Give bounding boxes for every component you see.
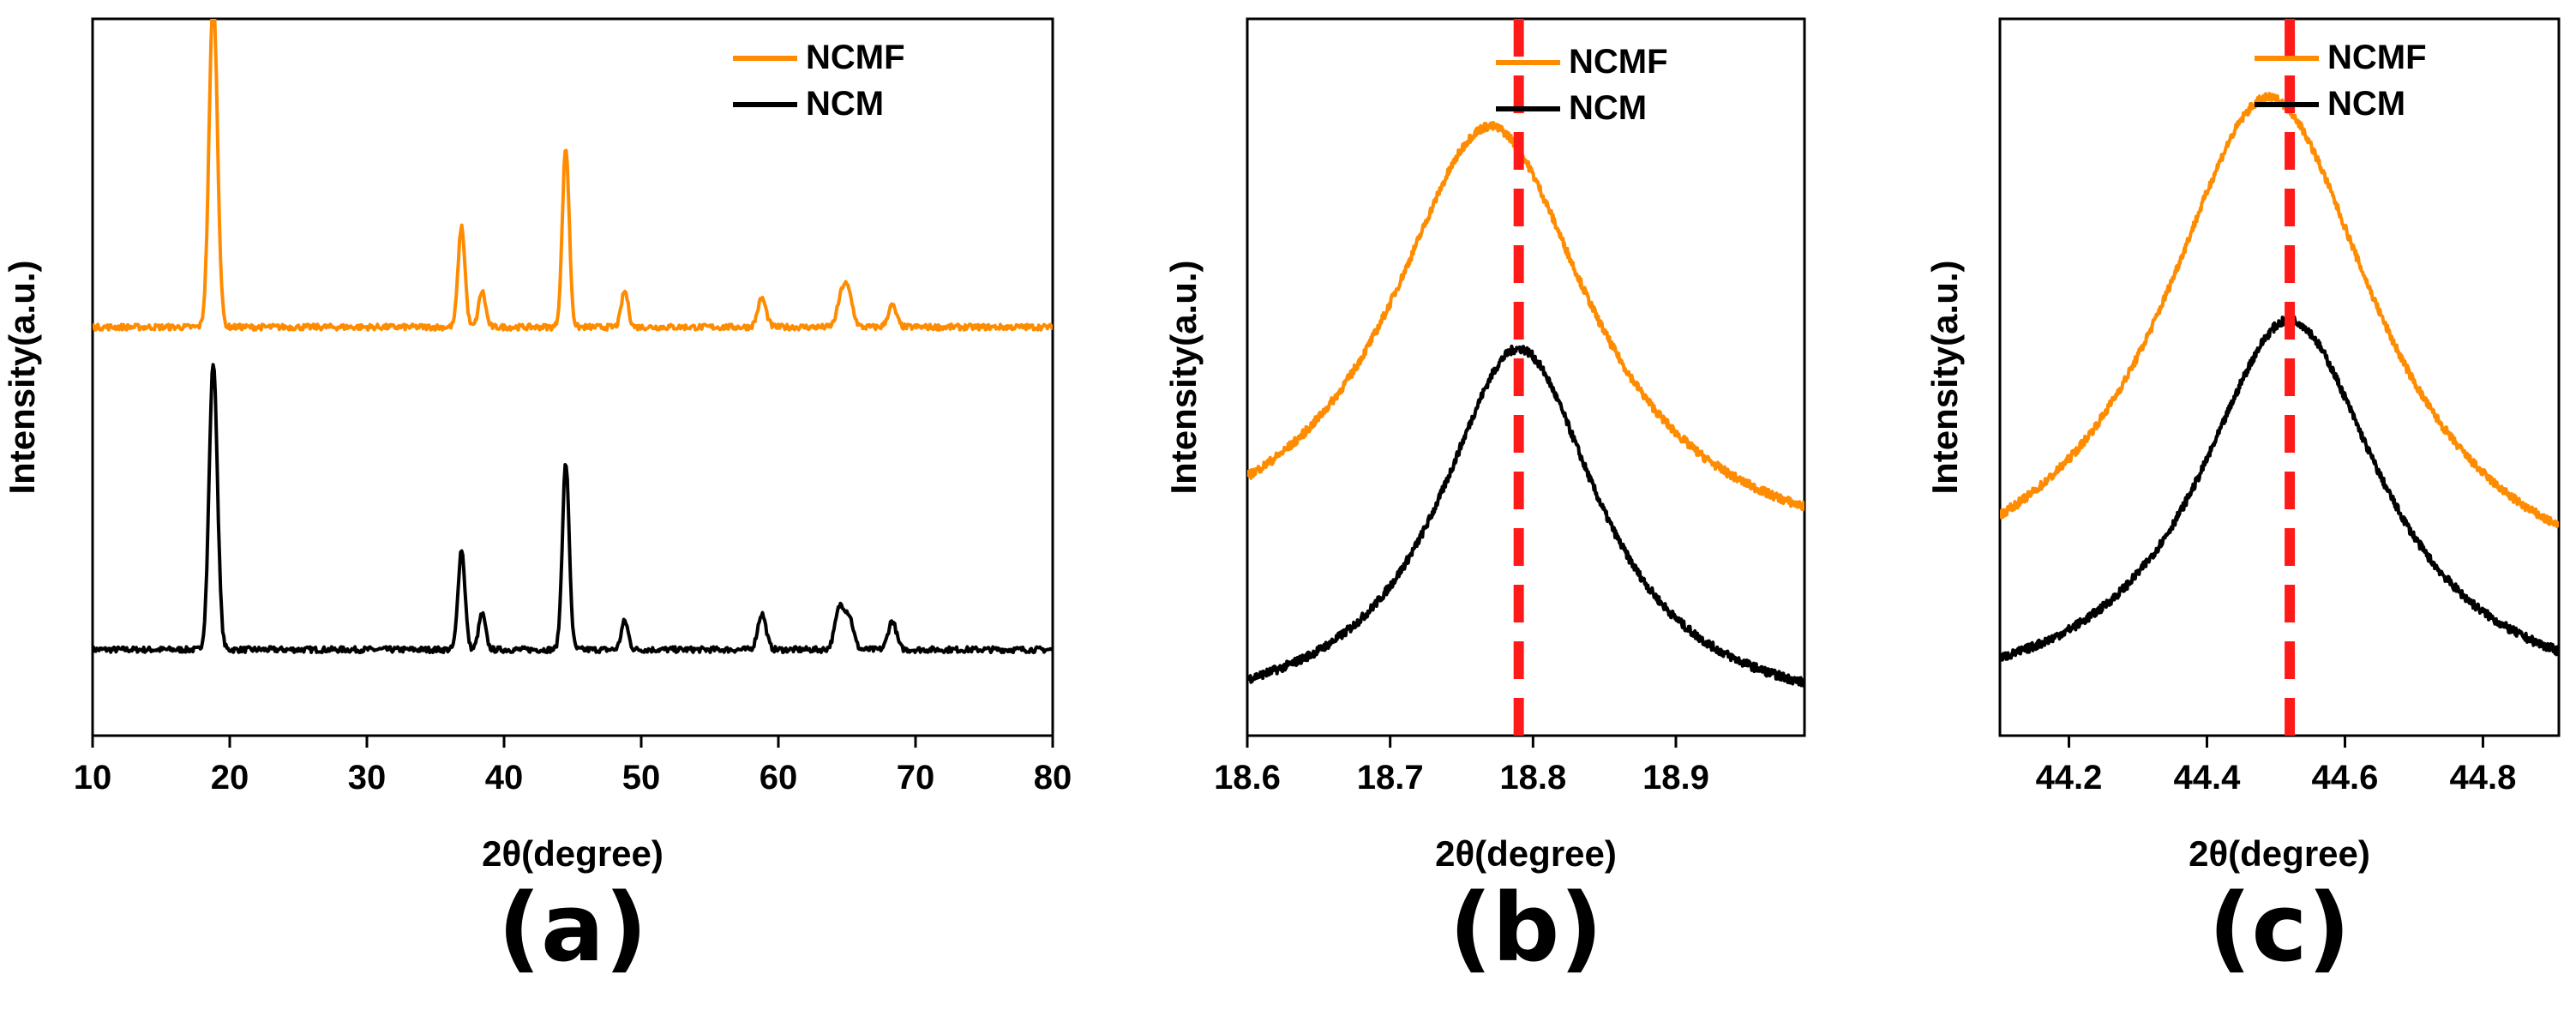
plot-frame (1998, 17, 2561, 737)
x-tick-label: 40 (485, 759, 524, 797)
series-line-ncmf (1247, 121, 1804, 511)
x-tick-label: 18.9 (1642, 759, 1709, 797)
plot-frame (1246, 17, 1806, 737)
y-axis-label: Intensity(a.u.) (1924, 260, 1965, 494)
y-axis-label: Intensity(a.u.) (2, 260, 42, 494)
legend-label-ncm: NCM (2327, 85, 2405, 123)
series-line-ncm (93, 363, 1053, 654)
x-tick-label: 44.8 (2450, 759, 2517, 797)
legend-label-ncmf: NCMF (2327, 39, 2427, 76)
legend-label-ncmf: NCMF (1569, 43, 1668, 81)
legend-label-ncm: NCM (1569, 89, 1647, 127)
x-tick-label: 70 (897, 759, 935, 797)
x-tick-label: 20 (211, 759, 249, 797)
x-axis-label: 2θ(degree) (1435, 833, 1617, 874)
x-axis-label: 2θ(degree) (482, 833, 664, 874)
panel-label: (a) (498, 873, 648, 983)
panel-label: (b) (1449, 873, 1602, 983)
panel-b: 18.6 18.7 18.8 18.9 2θ(degree) Intensity(a.u.… (1163, 17, 1806, 983)
x-tick-label: 50 (622, 759, 661, 797)
x-tick-label: 60 (760, 759, 798, 797)
x-axis-label: 2θ(degree) (2189, 833, 2370, 874)
legend: NCMF NCM (1496, 43, 1668, 127)
panel-c: 44.2 44.4 44.6 44.8 2θ(degree) Intensity(a.u.… (1924, 17, 2561, 983)
x-tick-label: 30 (348, 759, 387, 797)
series-line-ncmf (93, 19, 1053, 332)
legend-label-ncm: NCM (806, 85, 884, 123)
x-tick-label: 10 (74, 759, 112, 797)
x-tick-label: 44.6 (2312, 759, 2379, 797)
panel-label: (c) (2208, 873, 2351, 983)
legend-label-ncmf: NCMF (806, 39, 905, 76)
x-tick-label: 18.6 (1214, 759, 1281, 797)
y-axis-label: Intensity(a.u.) (1163, 260, 1204, 494)
legend: NCMF NCM (2255, 39, 2427, 123)
x-tick-label: 18.8 (1499, 759, 1566, 797)
plot-frame (91, 17, 1054, 737)
x-tick-label: 18.7 (1357, 759, 1424, 797)
x-tick-label: 44.4 (2174, 759, 2242, 797)
plot-area (2000, 92, 2559, 662)
plot-area (93, 19, 1053, 654)
series-line-ncm (1247, 344, 1804, 688)
series-line-ncmf (2000, 92, 2559, 529)
x-tick-label: 44.2 (2036, 759, 2103, 797)
series-line-ncm (2000, 315, 2559, 662)
panel-a: 10 20 30 40 50 60 70 80 2θ(degree) Intensity(a.u.… (2, 17, 1072, 983)
x-tick-label: 80 (1034, 759, 1072, 797)
plot-area (1247, 121, 1804, 688)
legend: NCMF NCM (733, 39, 905, 123)
